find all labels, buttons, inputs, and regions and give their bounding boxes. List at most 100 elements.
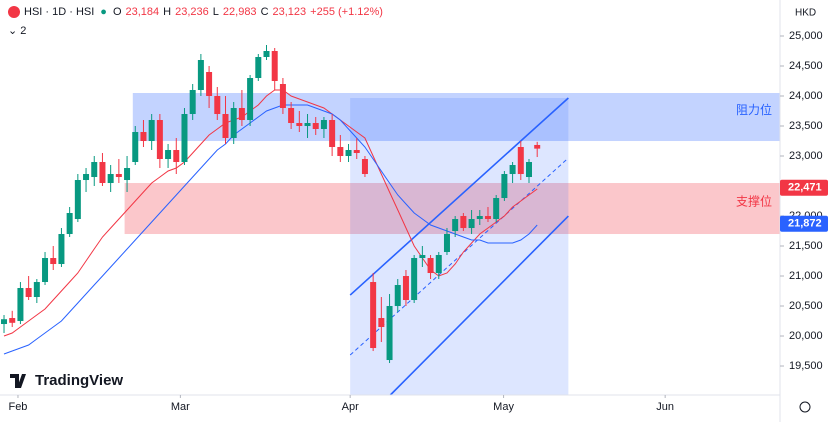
x-tick-label: Feb xyxy=(8,401,27,413)
candle-body xyxy=(345,150,352,157)
ma-line xyxy=(3,104,538,355)
channel-upper xyxy=(349,97,569,296)
candle-body xyxy=(42,258,49,283)
candle-body xyxy=(115,174,122,178)
channel-fill xyxy=(350,97,569,396)
candle-body xyxy=(9,318,16,323)
candle-body xyxy=(189,90,196,115)
candle-body xyxy=(427,258,434,274)
candle-body xyxy=(509,165,516,175)
candle-body xyxy=(304,123,311,127)
x-tick-label: Jun xyxy=(656,401,674,413)
zone-label: 支撑位 xyxy=(736,194,772,209)
candle-body xyxy=(353,150,360,154)
candle-body xyxy=(501,174,508,199)
candle-body xyxy=(66,213,73,235)
candle-body xyxy=(279,84,286,109)
x-tick-label: Apr xyxy=(342,401,359,413)
x-tick-label: May xyxy=(493,401,514,413)
price-label-box xyxy=(780,215,828,232)
price-label: 21,872 xyxy=(788,218,822,230)
price-label: 22,471 xyxy=(788,182,822,194)
candle-body xyxy=(525,162,532,178)
y-tick-label: 23,500 xyxy=(789,120,823,132)
candle-body xyxy=(247,78,254,121)
candle-body xyxy=(25,288,32,298)
ohlc-label: O xyxy=(112,6,122,18)
candle-body xyxy=(493,198,500,220)
candle-body xyxy=(460,216,467,229)
zone-label: 阻力位 xyxy=(736,102,772,117)
y-tick-label: 24,000 xyxy=(789,90,823,102)
candle-body xyxy=(419,255,426,259)
candle-body xyxy=(17,288,24,322)
candle-body xyxy=(534,144,541,149)
symbol[interactable]: HSI · 1D · HSI xyxy=(24,6,95,18)
candle-body xyxy=(288,108,295,124)
y-tick-label: 21,000 xyxy=(789,270,823,282)
currency: HKD xyxy=(795,8,816,19)
legend-header: HSI · 1D · HSI ● O 23,184 H 23,236 L 22,983 C 2… xyxy=(8,6,383,18)
candle-body xyxy=(33,282,40,298)
candle-body xyxy=(468,219,475,229)
candle-body xyxy=(255,57,262,79)
candle-body xyxy=(107,174,114,184)
candle-body xyxy=(197,60,204,91)
candle-body xyxy=(132,132,139,163)
y-tick-label: 21,500 xyxy=(789,240,823,252)
candle-body xyxy=(443,234,450,253)
logo xyxy=(10,374,26,388)
candle-body xyxy=(214,96,221,115)
candle-body xyxy=(435,255,442,274)
candle-body xyxy=(140,132,147,142)
candle-body xyxy=(74,180,81,220)
candle-body xyxy=(222,114,229,139)
status-dot: ● xyxy=(100,6,107,18)
candle-body xyxy=(320,120,327,130)
candle-body xyxy=(156,120,163,160)
x-tick-label: Mar xyxy=(171,401,190,413)
y-tick-label: 20,000 xyxy=(789,330,823,342)
candle-body xyxy=(402,276,409,301)
change: +255 (+1.12%) xyxy=(310,6,383,18)
candle-body xyxy=(230,108,237,139)
candle-body xyxy=(1,319,8,325)
candle-body xyxy=(238,108,245,121)
indicators-toggle[interactable]: ⌄ 2 xyxy=(8,25,27,37)
channel-lower xyxy=(389,215,569,396)
ohlc-label: C xyxy=(260,6,269,18)
candle-body xyxy=(124,168,131,181)
ohlc-label: H xyxy=(163,6,172,18)
ohlc-values: O 23,184 H 23,236 L 22,983 C 23,123 xyxy=(113,6,306,18)
candle-body xyxy=(386,306,393,361)
candle-body xyxy=(378,318,385,328)
candle-body xyxy=(361,159,368,175)
indicators-count: 2 xyxy=(20,25,27,37)
candle-body xyxy=(411,258,418,301)
candle-body xyxy=(99,162,106,184)
ma-line xyxy=(3,89,538,337)
candle-body xyxy=(165,150,172,160)
candle-body xyxy=(91,162,98,178)
ohlc-value: 23,123 xyxy=(272,6,307,18)
candle-body xyxy=(370,282,377,349)
y-tick-label: 20,500 xyxy=(789,300,823,312)
candle-body xyxy=(394,285,401,307)
ohlc-value: 23,236 xyxy=(175,6,209,18)
settings-icon[interactable] xyxy=(799,401,811,413)
candle-body xyxy=(50,258,57,265)
y-tick-label: 19,500 xyxy=(789,360,823,372)
ohlc-value: 23,184 xyxy=(125,6,160,18)
y-tick-label: 24,500 xyxy=(789,60,823,72)
ohlc-label: L xyxy=(212,6,219,18)
candle-body xyxy=(329,120,336,148)
watermark: TradingView xyxy=(35,372,123,389)
candle-body xyxy=(83,174,90,181)
candle-body xyxy=(337,147,344,157)
candle-body xyxy=(181,114,188,163)
candle-body xyxy=(263,51,270,58)
candle-body xyxy=(148,120,155,142)
symbol-icon xyxy=(8,6,20,18)
